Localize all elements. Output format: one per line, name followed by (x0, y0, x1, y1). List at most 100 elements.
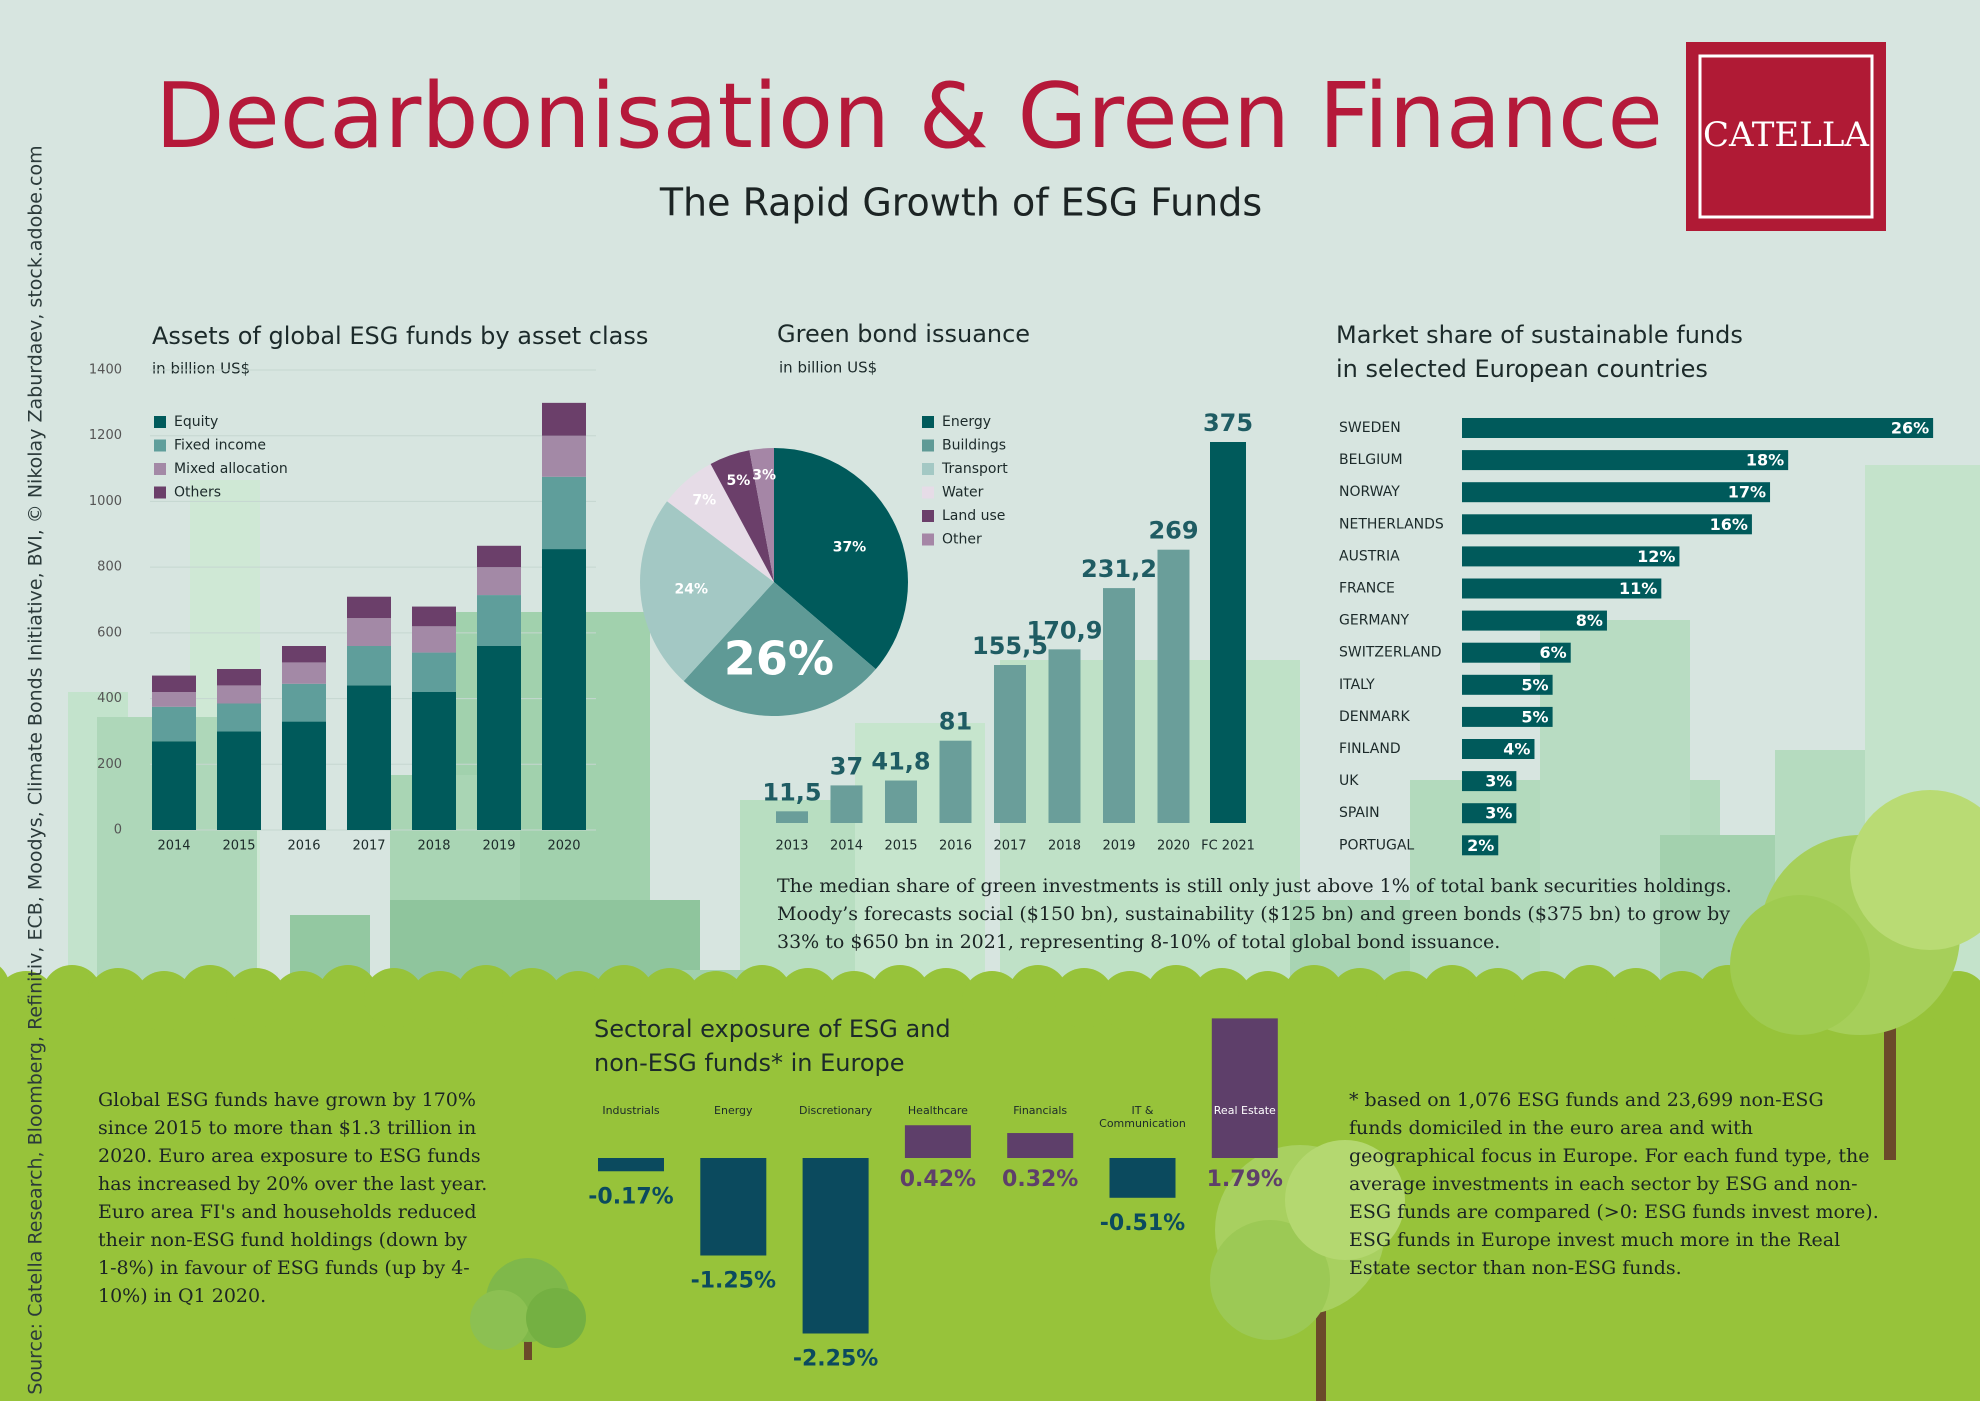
category-label: AUSTRIA (1339, 548, 1400, 564)
grass-bump (1422, 965, 1482, 1025)
value-label: 5% (1521, 675, 1548, 694)
y-tick-label: 0 (114, 823, 122, 838)
grass-bump (1146, 965, 1206, 1025)
value-label: 231,2 (1081, 555, 1157, 583)
category-label: DENMARK (1339, 709, 1410, 725)
bar-segment (217, 703, 261, 732)
pie-slice (710, 450, 774, 582)
bar-segment (542, 402, 586, 436)
bush (526, 1288, 586, 1348)
grass-bump (1376, 971, 1436, 1031)
grass-bump (226, 968, 286, 1028)
grass-bump (456, 965, 516, 1025)
chart-title: Market share of sustainable funds in sel… (1336, 321, 1743, 383)
pie-slice (683, 582, 876, 716)
bar (1462, 578, 1662, 599)
grass (0, 990, 1980, 1401)
grass-bump (870, 965, 930, 1025)
legend-label: Mixed allocation (174, 461, 288, 477)
bar-segment (347, 596, 391, 619)
slice-label: 37% (833, 539, 867, 555)
bar-segment (152, 706, 196, 742)
tree-trunk (1316, 1240, 1326, 1401)
bar (1109, 1158, 1176, 1198)
trees (470, 790, 1980, 1401)
grass-bump (410, 971, 470, 1031)
value-label: 3% (1485, 772, 1512, 791)
legend-label: Energy (942, 414, 991, 430)
grass-bump (1100, 971, 1160, 1031)
legend-swatch (922, 533, 934, 546)
bar-segment (152, 741, 196, 830)
legend-label: Land use (942, 508, 1005, 524)
value-label: 170,9 (1027, 616, 1103, 644)
grass-bump (640, 968, 700, 1028)
bar-segment (412, 652, 456, 692)
category-label: SWEDEN (1339, 420, 1401, 436)
category-label: GERMANY (1339, 613, 1410, 629)
tree-canopy (1730, 895, 1870, 1035)
grass-bump (272, 971, 332, 1031)
category-label: FINLAND (1339, 741, 1401, 757)
grass-bump (502, 968, 562, 1028)
x-tick-label: 2019 (1102, 839, 1135, 854)
bar (1462, 706, 1553, 727)
value-label: 3% (1485, 804, 1512, 823)
bar (1210, 442, 1246, 823)
bar (598, 1158, 664, 1172)
grass-bump (594, 965, 654, 1025)
x-tick-label: 2014 (830, 839, 863, 854)
y-tick-label: 1000 (89, 494, 122, 509)
grass-bump (1606, 968, 1666, 1028)
footnote: * based on 1,076 ESG funds and 23,699 no… (1349, 1089, 1879, 1279)
value-label: 41,8 (871, 748, 930, 776)
legend-label: Water (942, 485, 984, 501)
bush (470, 1290, 530, 1350)
pie-slice (749, 448, 774, 582)
bar (1048, 649, 1081, 823)
category-label: NORWAY (1339, 484, 1400, 500)
legend-swatch (922, 510, 934, 522)
legend-swatch (922, 486, 934, 499)
bar-segment (412, 626, 456, 653)
x-tick-label: 2018 (1048, 839, 1081, 854)
grass-bump (1238, 971, 1298, 1031)
bar (1462, 835, 1499, 856)
bar-segment (217, 669, 261, 686)
value-label: 0.32% (1002, 1167, 1078, 1192)
pie-slice (667, 463, 774, 582)
legend-label: Fixed income (174, 438, 266, 454)
category-label: FRANCE (1339, 581, 1395, 597)
category-label: SPAIN (1339, 805, 1380, 821)
category-label: BELGIUM (1339, 452, 1403, 468)
logo-border (1698, 54, 1874, 219)
bar (1462, 771, 1517, 792)
tree-canopy (1850, 790, 1980, 950)
x-tick-label: 2015 (884, 839, 917, 854)
category-label: Real Estate (1213, 1104, 1276, 1117)
y-tick-label: 400 (97, 691, 122, 706)
legend-label: Transport (941, 461, 1008, 477)
bar-segment (542, 476, 586, 550)
x-tick-label: FC 2021 (1201, 839, 1255, 854)
grass-bump (824, 971, 884, 1031)
logo-text: CATELLA (1703, 115, 1869, 155)
slice-label: 26% (724, 632, 834, 686)
grass-bump (548, 971, 608, 1031)
x-tick-label: 2015 (222, 839, 255, 854)
bar (776, 811, 808, 823)
bar (994, 665, 1026, 823)
bar (1462, 739, 1535, 759)
value-label: 37 (830, 752, 863, 780)
bar (1462, 610, 1607, 631)
legend-swatch (922, 439, 934, 452)
value-label: 1.79% (1207, 1167, 1283, 1192)
bar (700, 1158, 767, 1256)
y-tick-label: 1200 (89, 428, 122, 443)
tree-canopy (1210, 1220, 1330, 1340)
bar-segment (282, 662, 326, 684)
category-label: IT & Communication (1099, 1104, 1186, 1130)
x-tick-label: 2019 (482, 839, 515, 854)
bar-segment (152, 692, 196, 707)
